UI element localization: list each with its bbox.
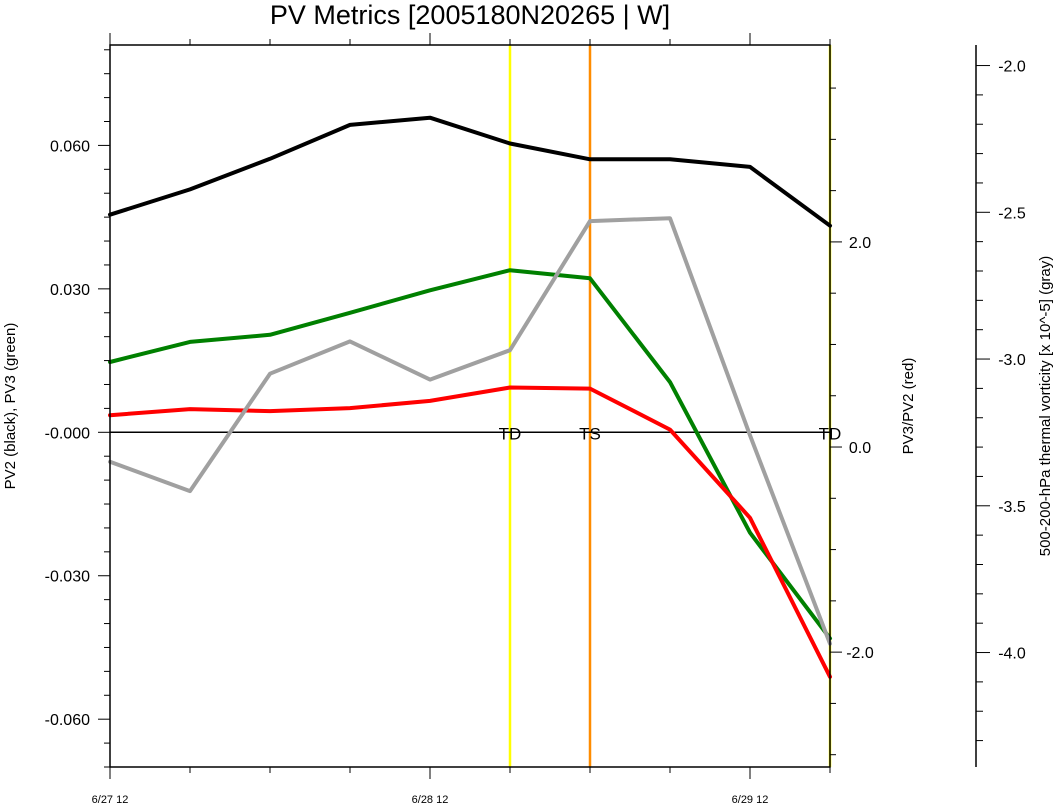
stage-label-0: TD [499, 424, 522, 443]
ratio-tick-label: 2.0 [849, 235, 871, 252]
vorticity-tick-label: -4.0 [998, 646, 1026, 663]
vorticity-axis-label: 500-200-hPa thermal vorticity [x 10^-5] … [1037, 256, 1054, 557]
vorticity-tick-label: -3.5 [998, 499, 1026, 516]
left-axis-label: PV2 (black), PV3 (green) [2, 323, 19, 490]
left-tick-label: 0.060 [50, 138, 90, 155]
series-line-thermal-vorticity [108, 216, 832, 646]
series-line-pv3 [108, 268, 832, 641]
vorticity-tick-label: -3.0 [998, 352, 1026, 369]
plot-frame [109, 44, 831, 768]
ratio-tick-label: 0.0 [849, 440, 871, 457]
stage-label-2: TD [819, 424, 842, 443]
stage-label-1: TS [579, 424, 601, 443]
x-tick-label: 6/27 12 [92, 794, 129, 805]
x-tick-label: 6/28 12 [412, 794, 449, 805]
axis-ticks [98, 33, 990, 779]
chart-title: PV Metrics [2005180N20265 | W] [270, 0, 670, 30]
left-tick-label: -0.060 [45, 712, 90, 729]
ratio-tick-label: -2.0 [846, 645, 874, 662]
left-tick-label: -0.000 [45, 425, 90, 442]
tick-labels: TD TS TD 0.060 0.030 -0.000 -0.030 -0.060 2.0 0.0… [45, 59, 1026, 805]
vorticity-tick-label: -2.0 [998, 59, 1026, 76]
left-tick-label: -0.030 [45, 569, 90, 586]
series-line-pv3-pv2 [108, 385, 832, 679]
left-tick-label: 0.030 [50, 282, 90, 299]
series-line-pv2 [108, 115, 832, 228]
vorticity-tick-label: -2.5 [998, 205, 1026, 222]
x-tick-label: 6/29 12 [732, 794, 769, 805]
ratio-axis-label: PV3/PV2 (red) [900, 358, 917, 455]
data-lines [108, 115, 832, 679]
